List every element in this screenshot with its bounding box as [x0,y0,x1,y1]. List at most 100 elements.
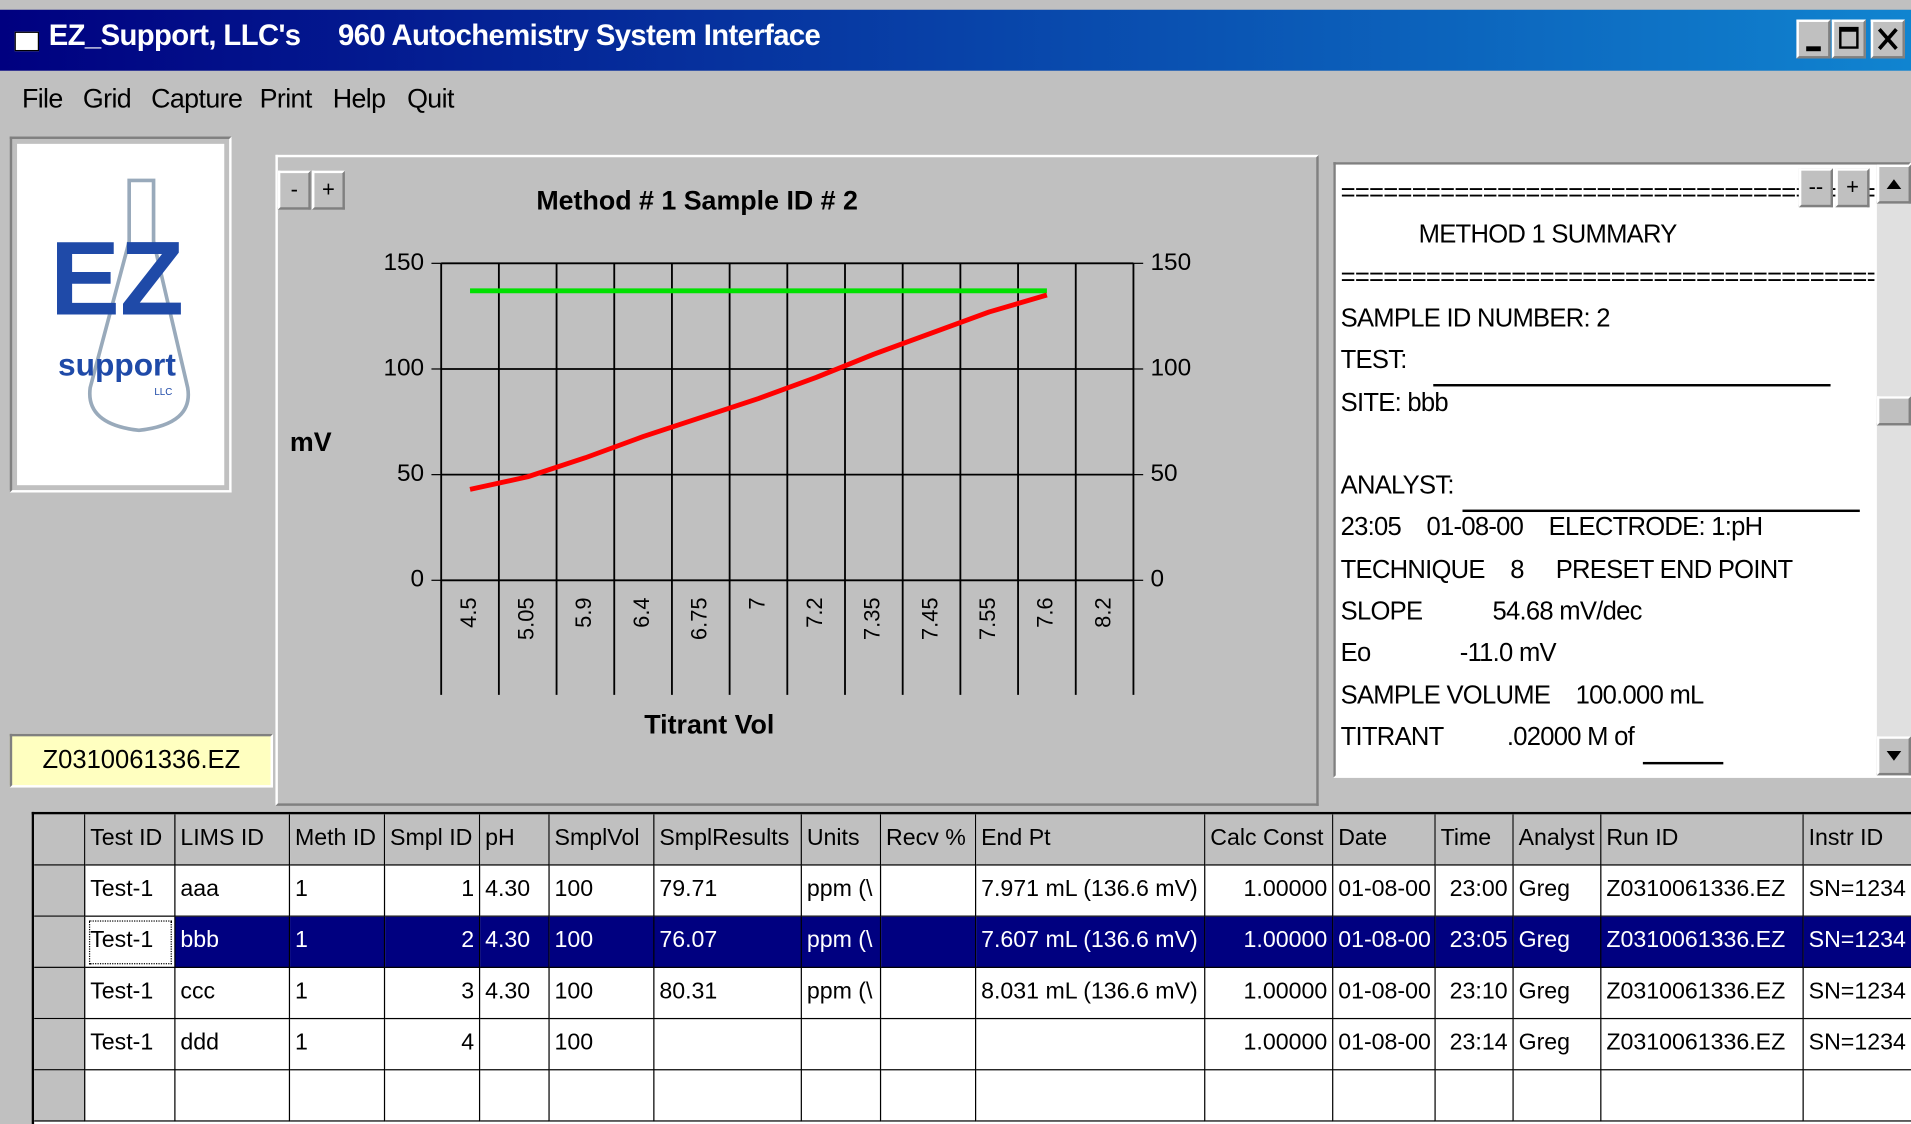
table-cell[interactable]: 7.971 mL (136.6 mV) [976,865,1206,917]
table-cell[interactable]: SN=1234 [1803,1019,1911,1071]
column-header[interactable]: Meth ID [290,814,386,866]
menu-item[interactable]: Quit [407,82,454,114]
table-cell[interactable]: ccc [175,967,291,1020]
table-cell[interactable] [290,1070,386,1122]
table-cell[interactable]: 100 [549,967,655,1020]
column-header[interactable]: LIMS ID [175,814,291,866]
column-header[interactable]: Instr ID [1803,814,1911,866]
table-cell[interactable]: 23:00 [1435,865,1514,917]
table-cell[interactable]: 1 [290,916,386,968]
table-cell[interactable]: 2 [385,916,481,968]
table-cell[interactable] [654,1070,802,1122]
column-header[interactable]: SmplResults [654,814,802,866]
table-cell[interactable]: bbb [175,916,291,968]
table-cell[interactable]: aaa [175,865,291,917]
table-cell[interactable]: 4.30 [480,967,550,1020]
table-cell[interactable]: 01-08-00 [1333,1019,1436,1071]
row-header[interactable] [34,916,86,968]
table-cell[interactable]: Greg [1513,916,1602,968]
table-cell[interactable]: 100 [549,916,655,968]
table-cell[interactable] [881,1070,977,1122]
table-cell[interactable]: 01-08-00 [1333,865,1436,917]
zoom-button[interactable]: - [277,170,311,210]
table-cell[interactable]: 4.30 [480,916,550,968]
table-cell[interactable]: 4 [385,1019,481,1071]
table-cell[interactable]: Greg [1513,1019,1602,1071]
table-cell[interactable]: Test-1 [85,967,176,1020]
table-cell[interactable]: 80.31 [654,967,802,1020]
table-cell[interactable]: Z0310061336.EZ [1601,1019,1804,1071]
summary-button[interactable]: -- [1798,168,1833,208]
column-header[interactable]: Smpl ID [385,814,481,866]
table-cell[interactable]: Greg [1513,967,1602,1020]
table-cell[interactable]: Test-1 [85,1019,176,1071]
table-cell[interactable] [1333,1070,1436,1122]
table-cell[interactable]: 76.07 [654,916,802,968]
summary-button[interactable]: + [1835,168,1870,208]
table-cell[interactable] [1205,1070,1334,1122]
table-cell[interactable]: 100 [549,1019,655,1071]
table-cell[interactable]: 1.00000 [1205,916,1334,968]
table-cell[interactable]: ppm (\ [801,967,882,1020]
column-header[interactable]: Date [1333,814,1436,866]
table-cell[interactable] [881,865,977,917]
menu-item[interactable]: Capture [151,82,243,114]
table-cell[interactable]: 8.031 mL (136.6 mV) [976,967,1206,1020]
close-button[interactable] [1870,19,1905,59]
table-cell[interactable]: 23:14 [1435,1019,1514,1071]
table-cell[interactable]: 79.71 [654,865,802,917]
zoom-button[interactable]: + [312,170,345,210]
table-cell[interactable]: Z0310061336.EZ [1601,967,1804,1020]
minimize-button[interactable] [1796,19,1831,59]
table-cell[interactable]: Test-1 [85,916,176,968]
column-header[interactable]: SmplVol [549,814,655,866]
table-cell[interactable]: 100 [549,865,655,917]
menu-item[interactable]: Print [259,82,313,114]
table-cell[interactable]: Test-1 [85,865,176,917]
column-header[interactable]: pH [480,814,550,866]
table-cell[interactable] [801,1019,882,1071]
column-header[interactable]: Calc Const [1205,814,1334,866]
column-header[interactable]: Time [1435,814,1514,866]
table-cell[interactable]: ppm (\ [801,916,882,968]
table-cell[interactable] [976,1019,1206,1071]
table-cell[interactable] [385,1070,481,1122]
table-cell[interactable] [654,1019,802,1071]
table-cell[interactable]: 7.607 mL (136.6 mV) [976,916,1206,968]
scroll-up[interactable] [1876,164,1911,204]
scroll-down[interactable] [1876,736,1911,776]
row-header[interactable] [34,1070,86,1122]
table-cell[interactable] [976,1070,1206,1122]
table-cell[interactable]: 01-08-00 [1333,916,1436,968]
column-header[interactable]: Run ID [1601,814,1804,866]
scroll-thumb[interactable] [1876,396,1911,426]
menu-item[interactable]: Help [332,82,386,114]
column-header[interactable]: Analyst [1513,814,1602,866]
table-cell[interactable]: 4.30 [480,865,550,917]
table-cell[interactable]: SN=1234 [1803,866,1911,917]
row-header[interactable] [34,865,86,917]
table-cell[interactable] [549,1070,655,1122]
table-cell[interactable]: Greg [1513,865,1602,917]
table-cell[interactable]: 1.00000 [1205,967,1334,1020]
table-cell[interactable] [801,1070,882,1122]
table-cell[interactable]: Z0310061336.EZ [1601,865,1804,917]
column-header[interactable]: Test ID [85,814,176,866]
table-cell[interactable] [480,1019,550,1071]
table-cell[interactable]: 1 [290,865,386,917]
table-cell[interactable] [881,967,977,1020]
table-cell[interactable] [1803,1070,1911,1122]
table-cell[interactable]: 1.00000 [1205,865,1334,917]
table-cell[interactable]: SN=1234 [1803,968,1911,1020]
table-cell[interactable] [480,1070,550,1122]
column-header[interactable]: End Pt [976,814,1206,866]
table-cell[interactable] [85,1070,176,1122]
row-header[interactable] [34,967,86,1020]
table-cell[interactable] [1601,1070,1804,1122]
table-cell[interactable]: 1.00000 [1205,1019,1334,1071]
table-cell[interactable] [881,916,977,968]
table-cell[interactable]: ddd [175,1019,291,1071]
menu-item[interactable]: Grid [82,82,132,114]
table-cell[interactable]: 1 [290,1019,386,1071]
table-cell[interactable]: SN=1234 [1803,916,1911,968]
